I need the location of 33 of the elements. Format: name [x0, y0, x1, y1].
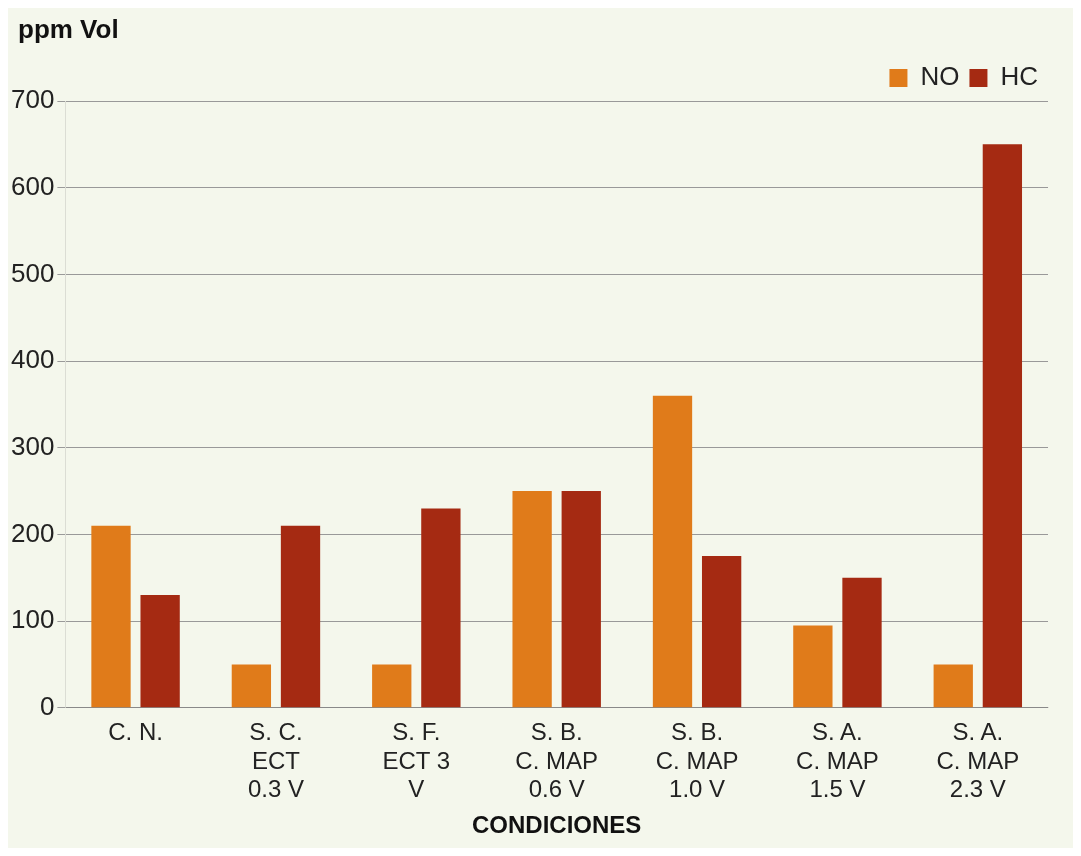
y-tick-label: 600: [10, 170, 55, 201]
bar: [793, 625, 833, 708]
y-tick-label: 100: [10, 604, 55, 635]
bar: [91, 525, 131, 708]
y-tick-label: 200: [10, 517, 55, 548]
x-tick-label: S. F. ECT 3 V: [382, 717, 451, 803]
bar: [842, 577, 882, 708]
x-axis-title: CONDICIONES: [472, 811, 642, 839]
bar: [421, 508, 461, 708]
x-tick-label: S. A. C. MAP 1.5 V: [796, 717, 879, 803]
bar: [231, 664, 272, 708]
x-tick-label: S. B. C. MAP 1.0 V: [655, 717, 739, 803]
y-axis-title: ppm Vol: [17, 13, 120, 45]
x-tick-label: S. A. C. MAP 2.3 V: [936, 717, 1020, 803]
x-tick-label: S. B. C. MAP 0.6 V: [515, 717, 599, 803]
bar: [652, 395, 693, 708]
bar: [933, 664, 973, 708]
y-tick-label: 500: [10, 257, 55, 288]
legend-label: NO: [920, 61, 960, 92]
bar: [140, 595, 180, 708]
y-tick-label: 700: [10, 84, 55, 115]
y-tick-label: 0: [39, 690, 55, 721]
bar: [982, 144, 1023, 708]
bar: [280, 525, 321, 708]
x-tick-label: S. C. ECT 0.3 V: [247, 717, 304, 803]
bar: [512, 491, 552, 708]
bar: [561, 491, 601, 708]
bar: [701, 556, 742, 708]
y-tick-label: 400: [10, 344, 55, 375]
x-tick-label: C. N.: [108, 717, 163, 745]
y-tick-label: 300: [10, 430, 55, 461]
bar: [372, 664, 412, 708]
legend-label: HC: [1000, 61, 1039, 92]
